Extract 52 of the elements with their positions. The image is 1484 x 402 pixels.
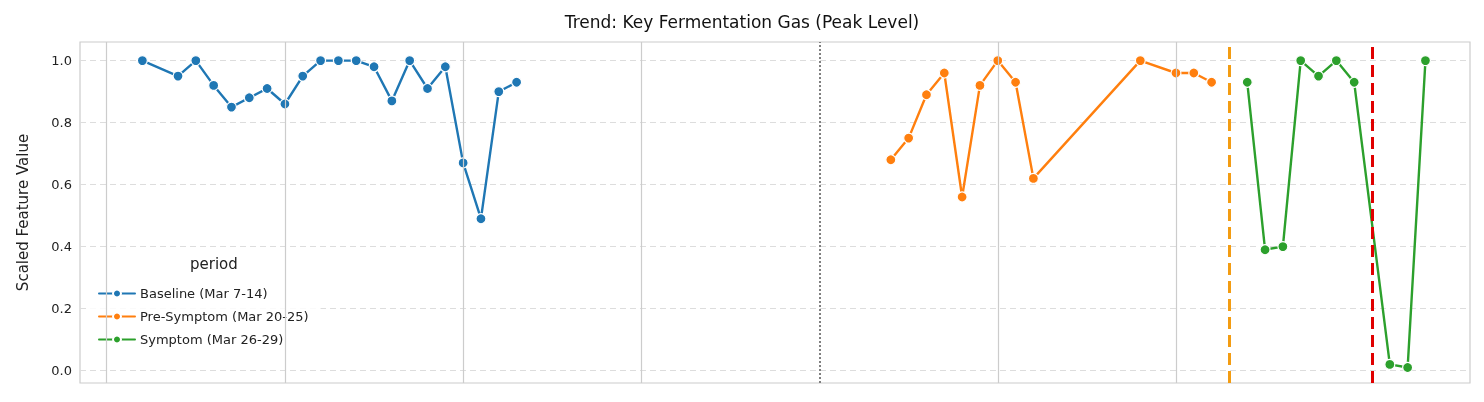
point xyxy=(992,55,1004,67)
point xyxy=(225,101,238,113)
point xyxy=(1241,76,1253,88)
chart-title: Trend: Key Fermentation Gas (Peak Level) xyxy=(563,11,920,32)
point xyxy=(404,55,416,67)
point xyxy=(1384,358,1396,370)
y-tick-label: 1.0 xyxy=(51,53,72,69)
point xyxy=(885,154,897,166)
point xyxy=(386,95,398,107)
point xyxy=(1348,76,1360,88)
point xyxy=(136,55,148,67)
legend-label: Symptom (Mar 26-29) xyxy=(140,332,284,347)
point xyxy=(172,70,184,82)
point xyxy=(1027,172,1039,184)
legend-label: Baseline (Mar 7-14) xyxy=(140,286,268,301)
point xyxy=(1402,361,1414,374)
point xyxy=(208,79,220,91)
point xyxy=(1134,55,1146,67)
y-tick-label: 0.0 xyxy=(51,363,72,379)
legend-label: Pre-Symptom (Mar 20-25) xyxy=(140,309,309,324)
point xyxy=(920,89,933,101)
point xyxy=(439,61,451,73)
point xyxy=(475,213,487,225)
y-tick-label: 0.6 xyxy=(51,177,72,193)
y-tick-label: 0.2 xyxy=(51,301,72,317)
point xyxy=(1259,244,1271,256)
point xyxy=(1330,55,1342,67)
point xyxy=(493,86,505,98)
point xyxy=(974,79,986,91)
point xyxy=(368,61,380,73)
point xyxy=(1419,55,1432,67)
legend-title: period xyxy=(190,254,238,273)
point xyxy=(350,55,362,67)
point xyxy=(314,55,327,67)
y-axis-title: Scaled Feature Value xyxy=(13,133,32,292)
point xyxy=(1277,241,1289,253)
point xyxy=(938,67,950,79)
point xyxy=(1295,55,1307,67)
point xyxy=(1009,76,1022,88)
point xyxy=(956,191,968,203)
point xyxy=(332,55,344,67)
y-tick-label: 0.8 xyxy=(51,115,72,131)
point xyxy=(903,132,915,144)
point xyxy=(190,55,202,67)
point xyxy=(297,70,309,82)
point xyxy=(421,82,434,95)
point xyxy=(1312,70,1325,82)
point xyxy=(243,92,255,104)
point xyxy=(511,76,523,88)
y-tick-label: 0.4 xyxy=(51,239,72,255)
point xyxy=(1206,76,1218,88)
point xyxy=(1188,67,1200,79)
